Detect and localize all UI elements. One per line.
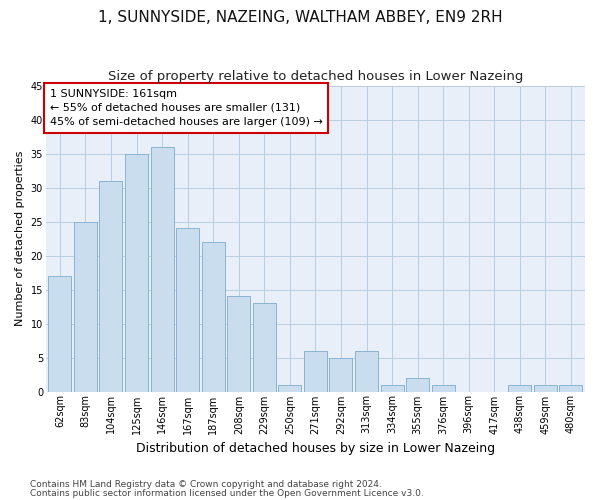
Bar — [508, 384, 532, 392]
Bar — [380, 384, 404, 392]
Title: Size of property relative to detached houses in Lower Nazeing: Size of property relative to detached ho… — [108, 70, 523, 83]
Bar — [100, 180, 122, 392]
Text: 1 SUNNYSIDE: 161sqm
← 55% of detached houses are smaller (131)
45% of semi-detac: 1 SUNNYSIDE: 161sqm ← 55% of detached ho… — [50, 89, 323, 127]
Bar — [278, 384, 301, 392]
Bar — [151, 146, 173, 392]
Bar — [176, 228, 199, 392]
Bar — [355, 350, 378, 392]
Text: Contains HM Land Registry data © Crown copyright and database right 2024.: Contains HM Land Registry data © Crown c… — [30, 480, 382, 489]
Bar — [534, 384, 557, 392]
Bar — [125, 154, 148, 392]
Bar — [227, 296, 250, 392]
Bar — [559, 384, 583, 392]
Bar — [49, 276, 71, 392]
Text: Contains public sector information licensed under the Open Government Licence v3: Contains public sector information licen… — [30, 489, 424, 498]
Bar — [329, 358, 352, 392]
Y-axis label: Number of detached properties: Number of detached properties — [15, 151, 25, 326]
Bar — [406, 378, 429, 392]
Text: 1, SUNNYSIDE, NAZEING, WALTHAM ABBEY, EN9 2RH: 1, SUNNYSIDE, NAZEING, WALTHAM ABBEY, EN… — [98, 10, 502, 25]
Bar — [202, 242, 225, 392]
Bar — [74, 222, 97, 392]
X-axis label: Distribution of detached houses by size in Lower Nazeing: Distribution of detached houses by size … — [136, 442, 495, 455]
Bar — [304, 350, 327, 392]
Bar — [253, 303, 276, 392]
Bar — [431, 384, 455, 392]
